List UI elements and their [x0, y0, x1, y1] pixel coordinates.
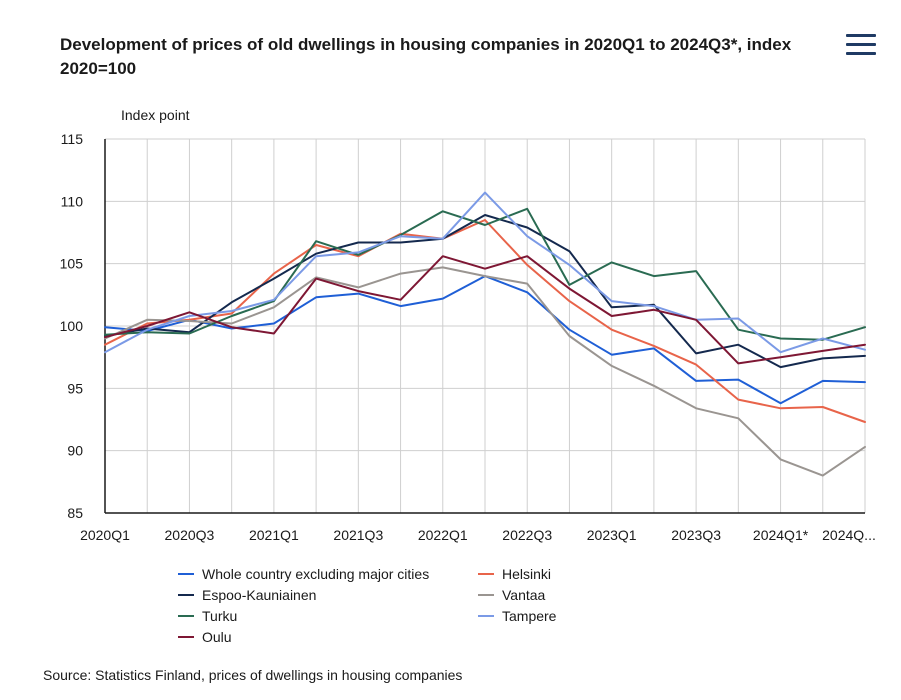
y-tick-label: 115: [61, 131, 84, 147]
x-tick-label: 2020Q3: [165, 527, 215, 543]
x-tick-label: 2023Q3: [671, 527, 721, 543]
hamburger-menu-icon[interactable]: [846, 34, 876, 56]
legend-swatch: [178, 573, 194, 575]
series-line: [104, 214, 866, 369]
y-tick-label: 105: [60, 256, 84, 272]
x-tick-label: 2020Q1: [80, 527, 130, 543]
y-tick-label: 95: [67, 380, 83, 396]
legend-item[interactable]: Turku: [178, 608, 237, 624]
legend-label: Helsinki: [502, 566, 552, 582]
y-tick-label: 100: [60, 318, 84, 334]
legend-label: Tampere: [502, 608, 557, 624]
y-axis-label: Index point: [121, 107, 190, 123]
legend-item[interactable]: Helsinki: [478, 566, 551, 582]
legend-label: Espoo-Kauniainen: [202, 587, 317, 603]
x-tick-labels: 2020Q1 2020Q3 2021Q1 2021Q3 2022Q1 2022Q3 2023…: [80, 527, 876, 543]
menu-bar: [846, 34, 876, 37]
series-line: [104, 191, 866, 354]
source-note: Source: Statistics Finland, prices of dw…: [43, 667, 463, 683]
x-tick-label: 2023Q1: [587, 527, 637, 543]
series-line: [104, 207, 866, 341]
x-tick-label: 2022Q3: [502, 527, 552, 543]
y-tick-label: 110: [61, 193, 84, 209]
series-line: [104, 219, 866, 423]
chart-title: Development of prices of old dwellings i…: [60, 35, 792, 78]
menu-bar: [846, 52, 876, 55]
legend-item[interactable]: Oulu: [178, 629, 232, 645]
legend-swatch: [478, 573, 494, 575]
legend-label: Vantaa: [502, 587, 546, 603]
legend-swatch: [478, 594, 494, 596]
y-tick-label: 85: [67, 505, 83, 521]
legend-swatch: [478, 615, 494, 617]
legend-item[interactable]: Whole country excluding major cities: [178, 566, 429, 582]
legend-item[interactable]: Vantaa: [478, 587, 545, 603]
x-tick-label: 2024Q...: [822, 527, 876, 543]
legend-label: Whole country excluding major cities: [202, 566, 430, 582]
x-tick-label: 2021Q1: [249, 527, 299, 543]
y-tick-label: 90: [67, 443, 83, 459]
y-tick-labels: 85 90 95 100 105 110 115: [60, 131, 84, 521]
menu-bar: [846, 43, 876, 46]
legend-item[interactable]: Espoo-Kauniainen: [178, 587, 316, 603]
x-tick-label: 2024Q1*: [753, 527, 809, 543]
series-lines: [104, 191, 866, 477]
series-line: [104, 266, 866, 477]
x-tick-label: 2022Q1: [418, 527, 468, 543]
legend-label: Turku: [202, 608, 238, 624]
series-line: [104, 255, 866, 365]
legend-swatch: [178, 594, 194, 596]
legend-label: Oulu: [202, 629, 232, 645]
legend-swatch: [178, 636, 194, 638]
x-tick-label: 2021Q3: [333, 527, 383, 543]
legend-item[interactable]: Tampere: [478, 608, 556, 624]
legend-swatch: [178, 615, 194, 617]
axes: [104, 139, 865, 514]
